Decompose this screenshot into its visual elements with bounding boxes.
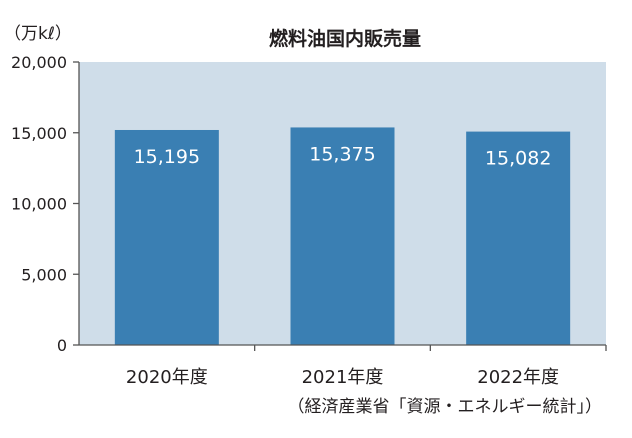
y-tick-label-1: 5,000 xyxy=(21,265,67,284)
y-axis-unit-label: （万kℓ） xyxy=(4,24,72,44)
bar-1 xyxy=(290,127,395,345)
y-tick-label-2: 10,000 xyxy=(11,195,67,214)
y-tick-label-0: 0 xyxy=(57,336,67,355)
bar-2 xyxy=(466,131,571,345)
x-tick-label-0: 2020年度 xyxy=(126,367,208,388)
bar-labels-group: 15,195 15,375 15,082 xyxy=(134,143,552,169)
x-ticks-group: 2020年度 2021年度 2022年度 xyxy=(126,345,607,388)
y-ticks-group: 0 5,000 10,000 15,000 20,000 xyxy=(11,53,79,355)
bar-value-label-2: 15,082 xyxy=(485,148,551,170)
bars-group xyxy=(114,127,571,345)
y-tick-label-3: 15,000 xyxy=(11,124,67,143)
bar-0 xyxy=(114,129,219,345)
bar-value-label-1: 15,375 xyxy=(309,143,375,165)
chart-title: 燃料油国内販売量 xyxy=(269,27,421,50)
source-note: （経済産業省「資源・エネルギー統計」） xyxy=(288,397,603,417)
x-tick-label-1: 2021年度 xyxy=(302,367,384,388)
bar-value-label-0: 15,195 xyxy=(134,146,200,168)
y-tick-label-4: 20,000 xyxy=(11,53,67,72)
x-tick-label-2: 2022年度 xyxy=(477,367,559,388)
